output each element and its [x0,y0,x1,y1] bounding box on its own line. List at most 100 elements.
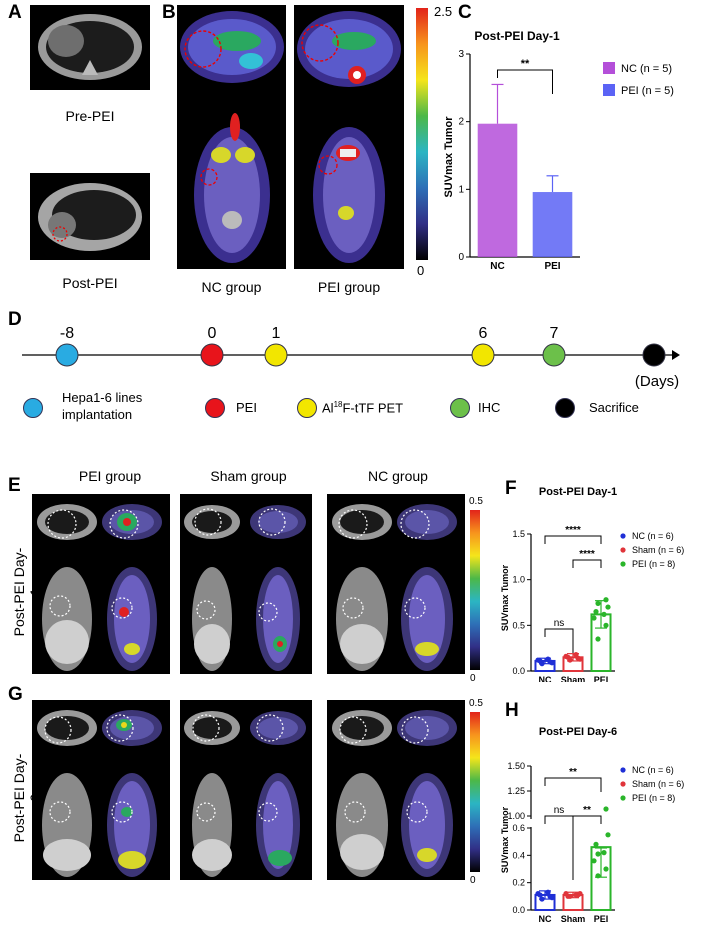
chart-c-ytick-label-2: 2 [458,117,464,128]
colorbar-g-max: 0.5 [469,698,483,709]
chart-c-ylabel: SUVmax Tumor [443,116,455,198]
chart-h-point-0-5 [549,895,555,901]
chart-h-sig-bracket-1 [572,815,602,824]
chart-c-ytick-label-3: 3 [458,49,464,60]
chart-h-point-2-5 [605,832,611,838]
chart-f-point-2-4 [593,609,599,615]
chart-f-legend-dot-0 [620,533,626,539]
chart-f-point-2-1 [603,622,609,628]
chart-h-point-2-2 [591,858,597,864]
legend-label-ihc: IHC [478,400,501,415]
chart-c-legend-swatch-1 [603,84,615,96]
chart-h-legend: NC (n = 6) Sham (n = 6) PEI (n = 8) [620,765,684,803]
panel-label-d: D [8,309,22,330]
chart-c-legend-label-0: NC (n = 5) [621,63,672,75]
chart-f-sig-bracket-1 [572,559,602,568]
chart-f-point-2-7 [603,597,609,603]
timeline-day-label-1: 0 [208,325,217,342]
chart-h-point-1-4 [565,893,571,899]
chart-h-legend-dot-2 [620,795,626,801]
timeline-dot-1 [200,343,224,367]
chart-c-legend-label-1: PEI (n = 5) [621,85,674,97]
legend-label-pet: Al18F-tTF PET [322,400,403,415]
chart-h-title: Post-PEI Day-6 [539,726,617,738]
colorbar-g [470,712,480,872]
legend-dot-pet [297,398,317,418]
chart-h-sig-label-0: ** [569,767,577,778]
pet-ct-pei-day6 [32,700,170,880]
pei-group-caption: PEI group [317,279,381,295]
colorbar-b-max: 2.5 [434,4,453,19]
chart-h-legend-dot-1 [620,781,626,787]
header-nc-group: NC group [368,468,428,484]
chart-h-plot: 0.0 0.2 0.4 0.6 1.00 1.25 1.50 NC Sham PEI ** ** ns [507,761,615,924]
chart-f-sig-label-1: **** [579,549,595,560]
legend-dot-hepa [23,398,43,418]
chart-c-legend: NC (n = 5) PEI (n = 5) [603,62,674,97]
chart-h-point-1-5 [577,891,583,897]
chart-c-xtick-label-1: PEI [544,261,560,272]
chart-f-point-1-4 [565,654,571,660]
chart-h-ytick-label-0: 0.0 [512,905,525,915]
pet-ct-nc-day1 [327,494,465,674]
chart-h-sig-label-1: ** [583,805,591,816]
chart-f-ytick-label-2: 1.0 [512,575,525,585]
legend-dot-pei [205,398,225,418]
panel-label-f: F [505,478,517,499]
tracer-sup: 18 [333,400,343,409]
chart-h-xtick-label-2: PEI [594,914,609,924]
chart-h-xtick-label-1: Sham [561,914,586,924]
header-sham-group: Sham group [210,468,287,484]
chart-h-point-0-3 [545,889,551,895]
chart-f-point-1-5 [577,656,583,662]
pet-pei-group-image [294,5,404,269]
timeline: -8 0 1 6 7 (Days) [22,325,680,390]
timeline-marks: -8 0 1 6 7 [55,325,666,367]
legend-label-sacrifice: Sacrifice [589,400,639,415]
chart-h-bar-2 [590,846,612,911]
chart-f-xtick-label-2: PEI [594,675,609,682]
colorbar-e [470,510,480,670]
timeline-dot-0 [55,343,79,367]
chart-h-point-2-1 [603,866,609,872]
panel-label-g: G [8,684,23,705]
timeline-dot-sacrifice [642,343,666,367]
chart-f-legend-dot-1 [620,547,626,553]
chart-h-point-2-6 [595,851,601,857]
tracer-pre: Al [322,400,334,416]
nc-group-caption: NC group [201,279,262,295]
panel-label-a: A [8,2,22,23]
timeline-dot-2 [264,343,288,367]
post-pei-caption: Post-PEI [62,275,118,291]
chart-c-ytick-label-0: 0 [458,252,464,263]
pre-pei-caption: Pre-PEI [65,108,115,124]
pet-ct-sham-day6 [180,700,312,880]
chart-h-legend-label-2: PEI (n = 8) [632,793,675,803]
chart-f: Post-PEI Day-1 SUVmax Tumor 0.0 0.5 1.0 1.5… [500,486,684,682]
colorbar-e-min: 0 [470,673,476,684]
chart-h-legend-label-0: NC (n = 6) [632,765,674,775]
chart-h: Post-PEI Day-6 SUVmax Tumor 0.0 0.2 0.4 0.6… [500,726,684,924]
chart-c-legend-swatch-0 [603,62,615,74]
chart-f-point-2-6 [595,600,601,607]
chart-h-ylabel: SUVmax Tumor [500,806,510,873]
colorbar-g-min: 0 [470,875,476,886]
header-pei-group: PEI group [78,468,142,484]
panel-label-h: H [505,700,519,721]
chart-f-point-1-3 [573,651,579,658]
chart-h-legend-dot-0 [620,767,626,773]
panel-label-b: B [162,2,176,23]
chart-f-legend-label-0: NC (n = 6) [632,531,674,541]
chart-f-sig-bracket-0 [544,535,602,544]
chart-f-xtick-label-1: Sham [561,675,586,682]
chart-h-ytick-label-4: 1.00 [507,811,525,821]
chart-h-point-2-0 [595,873,601,879]
chart-c-ytick-label-1: 1 [458,184,464,195]
timeline-day-label-3: 6 [479,325,488,342]
colorbar-e-max: 0.5 [469,496,483,507]
legend-label-hepa: Hepa1-6 lines implantation [62,390,143,422]
pet-nc-group-image [177,5,286,269]
chart-h-ytick-label-1: 0.2 [512,878,525,888]
chart-f-ylabel: SUVmax Tumor [500,564,510,631]
chart-c-bar-1 [532,192,573,257]
